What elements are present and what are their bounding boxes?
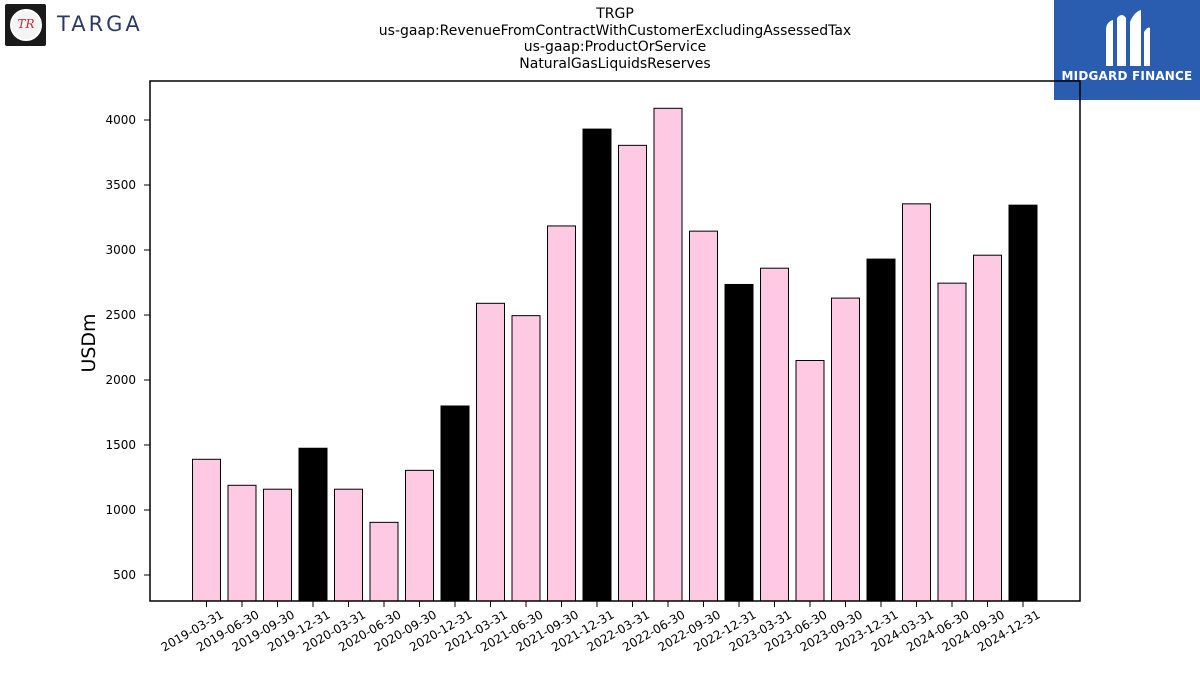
targa-badge-text: TR bbox=[17, 17, 35, 31]
plot-frame bbox=[149, 80, 1081, 602]
bar-2021-06-30 bbox=[511, 315, 541, 602]
y-tick-label-2500: 2500 bbox=[105, 308, 136, 322]
y-tick-label-1000: 1000 bbox=[105, 503, 136, 517]
y-tick-label-2000: 2000 bbox=[105, 373, 136, 387]
bar-2019-09-30 bbox=[263, 488, 292, 602]
bar-2024-12-31 bbox=[1008, 204, 1038, 602]
title-line-4: NaturalGasLiquidsReserves bbox=[519, 55, 711, 72]
bar-2023-09-30 bbox=[831, 297, 860, 602]
title-line-2: us-gaap:RevenueFromContractWithCustomerE… bbox=[378, 22, 852, 39]
targa-wordmark: TARGA bbox=[57, 12, 143, 36]
bar-2024-09-30 bbox=[973, 254, 1002, 602]
y-tick-label-3000: 3000 bbox=[105, 243, 136, 257]
targa-ring-icon: TR bbox=[10, 9, 42, 41]
chart-title: TRGP us-gaap:RevenueFromContractWithCust… bbox=[150, 6, 1080, 72]
bar-2023-12-31 bbox=[866, 258, 896, 602]
y-tick-label-1500: 1500 bbox=[105, 438, 136, 452]
title-line-1: TRGP bbox=[596, 6, 634, 22]
bar-2023-06-30 bbox=[795, 360, 825, 602]
bar-2020-09-30 bbox=[405, 469, 434, 602]
bar-2021-03-31 bbox=[476, 302, 505, 602]
bars-group bbox=[192, 107, 1038, 602]
bar-2024-06-30 bbox=[937, 282, 967, 602]
targa-badge-icon: TR bbox=[5, 4, 46, 46]
bar-2023-03-31 bbox=[760, 267, 789, 602]
bar-2022-12-31 bbox=[724, 283, 754, 602]
bar-2019-12-31 bbox=[298, 447, 328, 602]
bar-2021-09-30 bbox=[547, 225, 576, 602]
midgard-name: MIDGARD FINANCE bbox=[1061, 69, 1193, 83]
bar-2021-12-31 bbox=[582, 128, 612, 602]
bar-2019-03-31 bbox=[192, 458, 221, 602]
bar-2022-03-31 bbox=[618, 144, 647, 602]
midgard-mark-icon bbox=[1106, 10, 1150, 66]
bar-2022-09-30 bbox=[689, 230, 718, 602]
y-tick-label-500: 500 bbox=[113, 568, 136, 582]
y-axis: 500 1000 1500 2000 2500 3000 3500 4000 bbox=[105, 113, 150, 582]
title-line-3: us-gaap:ProductOrService bbox=[523, 39, 707, 55]
bar-2020-06-30 bbox=[369, 521, 399, 602]
y-tick-label-4000: 4000 bbox=[105, 113, 136, 127]
bar-2024-03-31 bbox=[902, 203, 931, 602]
y-axis-label: USDm bbox=[78, 313, 100, 372]
bar-2020-12-31 bbox=[440, 405, 470, 602]
bar-2019-06-30 bbox=[227, 484, 257, 602]
x-axis: 2019-03-312019-06-302019-09-302019-12-31… bbox=[159, 601, 1043, 654]
bar-2022-06-30 bbox=[653, 107, 683, 602]
targa-logo: TR TARGA bbox=[5, 4, 165, 48]
bar-2020-03-31 bbox=[334, 488, 363, 602]
midgard-finance-logo: MIDGARD FINANCE bbox=[1054, 0, 1200, 100]
y-tick-label-3500: 3500 bbox=[105, 178, 136, 192]
